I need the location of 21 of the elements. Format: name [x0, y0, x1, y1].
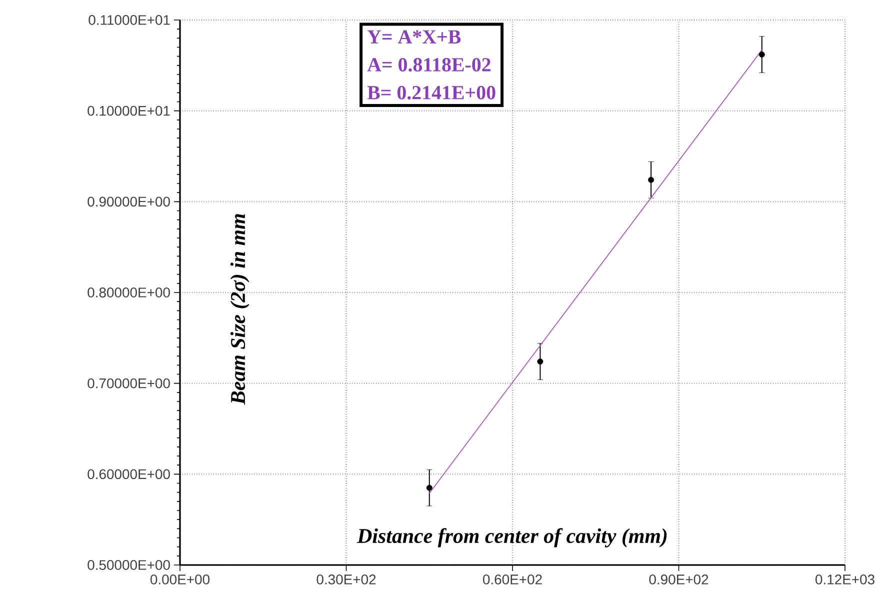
y-tick-label: 0.90000E+00 — [88, 196, 170, 207]
y-tick-label: 0.11000E+01 — [88, 15, 170, 25]
annotation: A= 0.8118E-02 — [367, 58, 490, 72]
y-tick-label: 0.50000E+00 — [88, 560, 170, 570]
y-tick-label: 0.80000E+00 — [88, 288, 170, 298]
annotation: Y= A*X+B — [367, 30, 461, 44]
y-axis-title: Beam Size (2σ) in mm — [230, 214, 250, 405]
y-tick-label: 0.10000E+01 — [88, 106, 170, 116]
x-tick-label: 0.00E+00 — [150, 574, 210, 584]
x-tick-label: 0.90E+02 — [649, 574, 708, 584]
y-tick-label: 0.60000E+00 — [88, 469, 170, 480]
x-tick-label: 0.30E+02 — [316, 574, 376, 584]
x-tick-label: 0.60E+02 — [482, 574, 542, 584]
annotation: B= 0.2141E+00 — [367, 86, 496, 100]
x-axis-title: Distance from center of cavity (mm) — [356, 528, 667, 548]
x-tick-label: 0.12E+03 — [816, 574, 874, 584]
point — [758, 52, 765, 58]
point — [648, 176, 654, 183]
point — [537, 358, 544, 365]
y-tick-label: 0.70000E+00 — [88, 378, 170, 388]
point — [426, 484, 432, 491]
